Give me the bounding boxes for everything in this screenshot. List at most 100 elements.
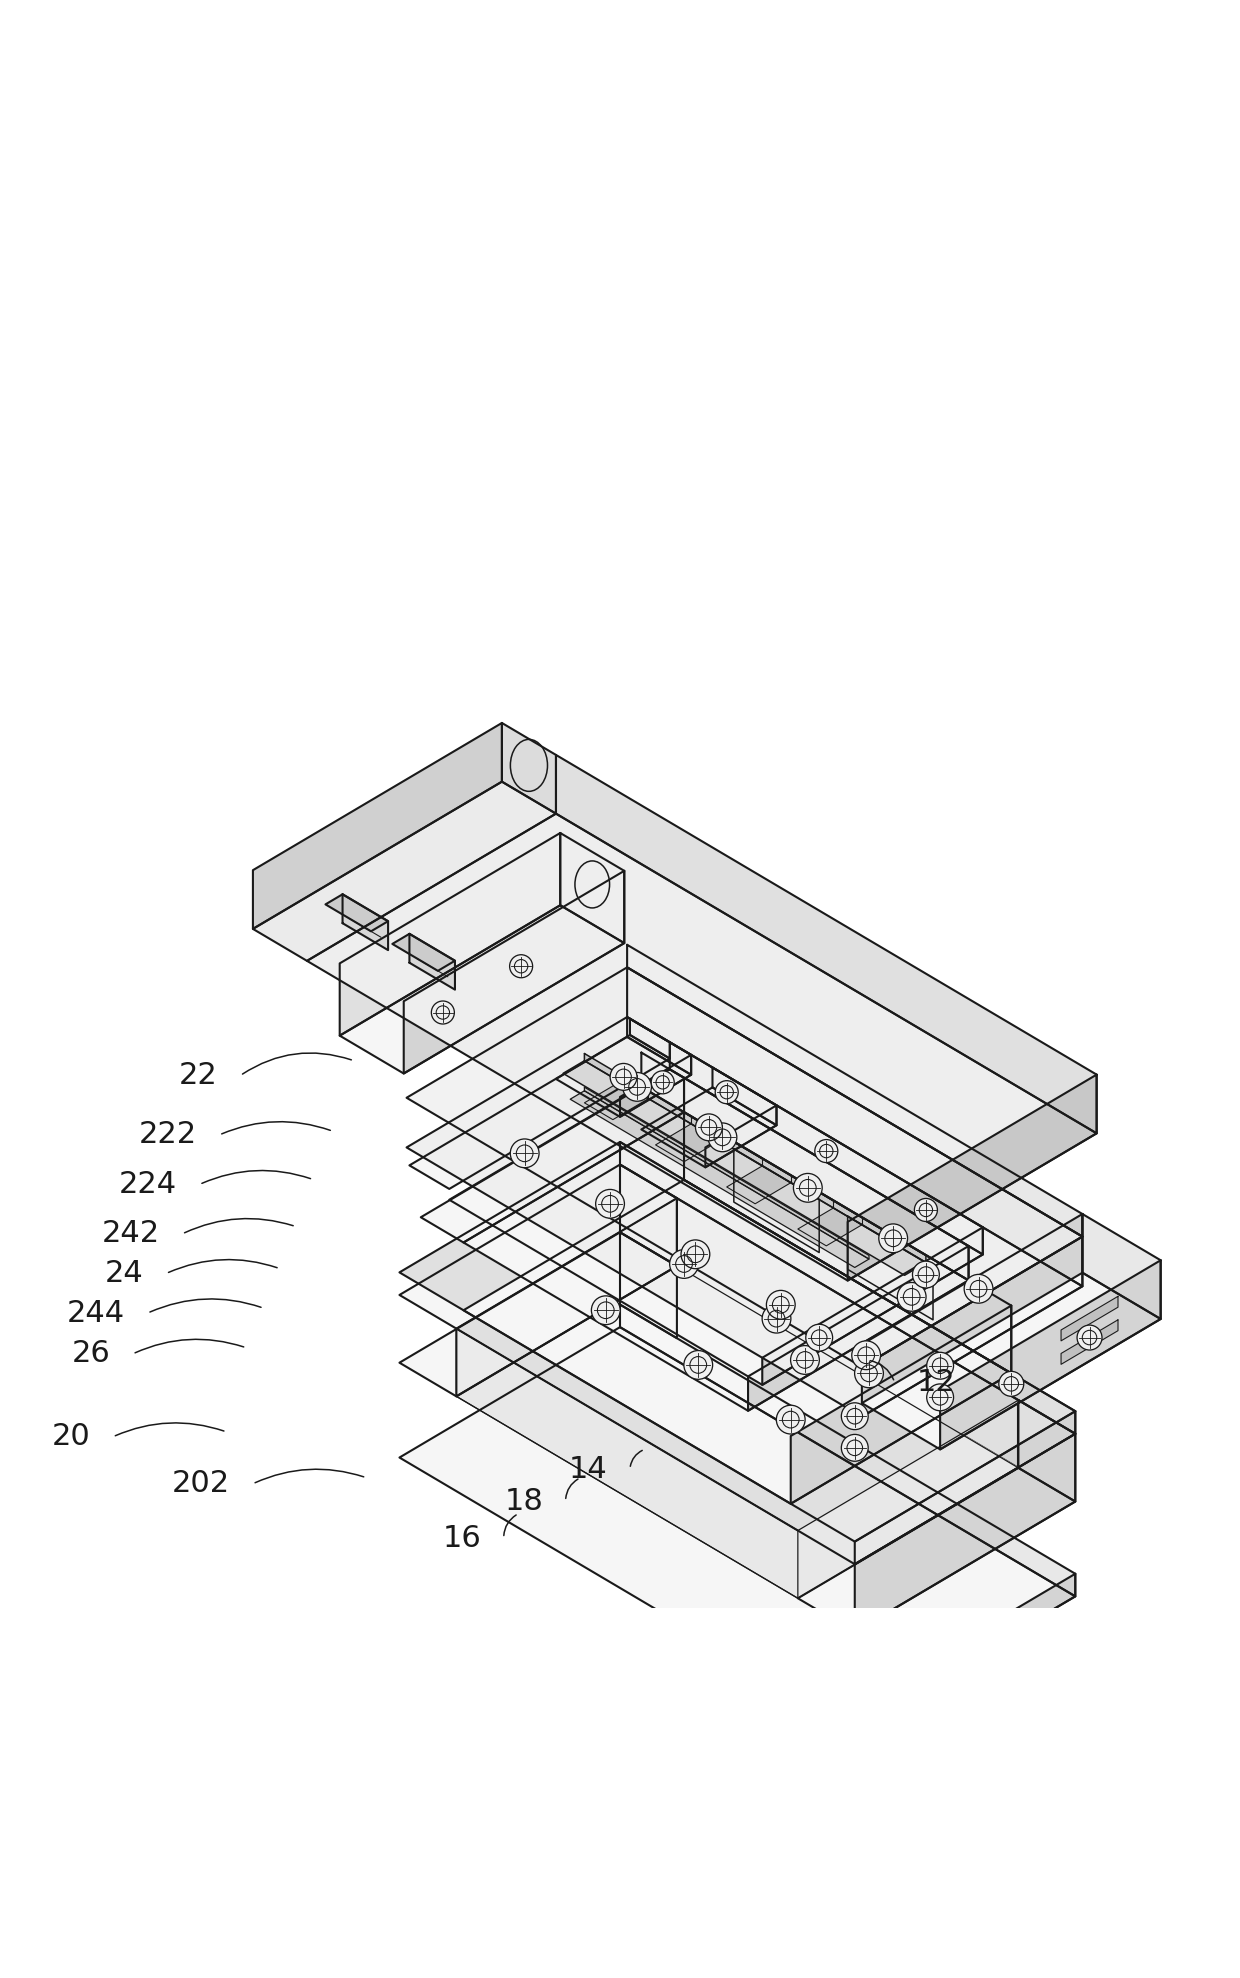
Circle shape (432, 1001, 454, 1025)
Circle shape (708, 1124, 737, 1151)
Polygon shape (727, 1165, 791, 1205)
Polygon shape (627, 967, 1083, 1286)
Polygon shape (399, 1165, 1075, 1565)
Text: 16: 16 (443, 1523, 481, 1553)
Polygon shape (620, 1141, 1075, 1434)
Polygon shape (670, 1042, 983, 1254)
Circle shape (766, 1290, 795, 1319)
Polygon shape (399, 1232, 677, 1396)
Polygon shape (684, 1078, 968, 1280)
Polygon shape (848, 1216, 932, 1319)
Polygon shape (584, 1082, 649, 1120)
Polygon shape (854, 1410, 1075, 1565)
Polygon shape (253, 724, 502, 930)
Polygon shape (627, 1017, 691, 1074)
Polygon shape (556, 1036, 691, 1118)
Polygon shape (848, 1074, 1096, 1280)
Text: 222: 222 (139, 1120, 197, 1149)
Polygon shape (308, 813, 1096, 1280)
Polygon shape (342, 894, 388, 949)
Circle shape (595, 1189, 625, 1218)
Polygon shape (409, 934, 455, 989)
Circle shape (841, 1402, 868, 1430)
Polygon shape (630, 1019, 670, 1058)
Circle shape (841, 1434, 868, 1462)
Text: 14: 14 (569, 1454, 608, 1484)
Polygon shape (1083, 1214, 1161, 1319)
Polygon shape (748, 1246, 968, 1410)
Circle shape (696, 1114, 723, 1141)
Polygon shape (399, 1327, 1075, 1727)
Text: 224: 224 (119, 1169, 177, 1199)
Polygon shape (560, 833, 624, 944)
Polygon shape (713, 1068, 776, 1125)
Polygon shape (620, 1165, 677, 1266)
Polygon shape (340, 906, 624, 1074)
Text: 22: 22 (179, 1060, 218, 1090)
Polygon shape (656, 1124, 719, 1161)
Circle shape (913, 1262, 940, 1288)
Polygon shape (407, 967, 1083, 1367)
Polygon shape (456, 1199, 677, 1396)
Polygon shape (1018, 1400, 1075, 1501)
Circle shape (776, 1404, 805, 1434)
Polygon shape (325, 894, 388, 932)
Circle shape (852, 1341, 880, 1369)
Polygon shape (456, 1266, 1018, 1598)
Polygon shape (464, 1179, 1012, 1503)
Polygon shape (1061, 1296, 1118, 1341)
Text: 202: 202 (172, 1470, 231, 1499)
Polygon shape (1061, 1319, 1118, 1365)
Polygon shape (563, 1060, 926, 1276)
Polygon shape (584, 1054, 926, 1262)
Circle shape (681, 1240, 709, 1268)
Polygon shape (862, 1236, 1083, 1416)
Polygon shape (449, 1070, 983, 1385)
Circle shape (591, 1296, 620, 1325)
Circle shape (794, 1173, 822, 1203)
Text: 18: 18 (505, 1487, 543, 1515)
Polygon shape (570, 1090, 869, 1268)
Polygon shape (791, 1305, 1012, 1503)
Circle shape (926, 1353, 954, 1379)
Polygon shape (940, 1260, 1161, 1450)
Polygon shape (340, 833, 560, 1036)
Polygon shape (706, 1106, 776, 1167)
Circle shape (510, 955, 533, 977)
Polygon shape (620, 1232, 677, 1339)
Polygon shape (763, 1228, 983, 1385)
Circle shape (763, 1304, 791, 1333)
Text: 12: 12 (916, 1369, 956, 1396)
Polygon shape (627, 945, 1083, 1236)
Circle shape (610, 1064, 637, 1090)
Circle shape (965, 1274, 993, 1304)
Polygon shape (854, 1574, 1075, 1727)
Polygon shape (456, 1329, 797, 1598)
Polygon shape (399, 1141, 1075, 1541)
Polygon shape (620, 1054, 691, 1118)
Polygon shape (641, 1052, 684, 1112)
Text: 20: 20 (52, 1422, 91, 1452)
Circle shape (854, 1359, 883, 1389)
Polygon shape (684, 1112, 1012, 1373)
Polygon shape (407, 1017, 1083, 1416)
Text: 244: 244 (67, 1300, 125, 1327)
Circle shape (715, 1080, 738, 1104)
Circle shape (651, 1070, 675, 1094)
Circle shape (791, 1345, 820, 1375)
Polygon shape (456, 1199, 1018, 1531)
Circle shape (684, 1351, 713, 1379)
Polygon shape (734, 1149, 820, 1252)
Polygon shape (862, 1272, 1161, 1450)
Polygon shape (854, 1434, 1075, 1632)
Polygon shape (584, 1088, 869, 1260)
Circle shape (806, 1323, 832, 1351)
Polygon shape (641, 1088, 776, 1167)
Circle shape (511, 1139, 539, 1167)
Circle shape (998, 1371, 1024, 1396)
Circle shape (926, 1385, 954, 1410)
Polygon shape (420, 1086, 684, 1242)
Circle shape (670, 1250, 698, 1278)
Polygon shape (404, 870, 624, 1074)
Polygon shape (797, 1468, 1075, 1632)
